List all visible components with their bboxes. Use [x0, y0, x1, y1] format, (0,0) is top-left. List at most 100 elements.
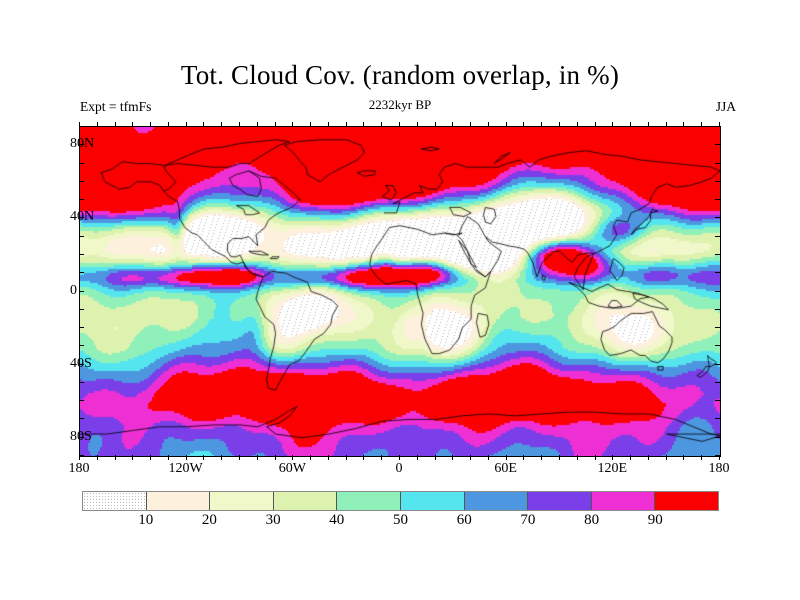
x-tick-top — [666, 122, 667, 127]
x-tick-bottom — [683, 455, 684, 460]
y-tick-right — [715, 236, 720, 237]
x-tick-bottom — [577, 455, 578, 460]
x-tick-top — [452, 122, 453, 127]
x-tick-bottom — [381, 455, 382, 460]
y-tick-left — [79, 327, 84, 328]
colorbar-tick-label: 90 — [647, 512, 663, 528]
x-tick-top — [506, 122, 507, 127]
y-tick-left — [79, 217, 84, 218]
x-axis-tick-label: 180 — [708, 461, 730, 476]
y-tick-right — [715, 400, 720, 401]
x-tick-bottom — [257, 455, 258, 460]
y-tick-left — [79, 272, 84, 273]
y-tick-left — [79, 181, 84, 182]
x-tick-bottom — [328, 455, 329, 460]
x-axis-tick-label: 120E — [597, 461, 628, 476]
x-tick-bottom — [150, 455, 151, 460]
y-tick-left — [79, 455, 84, 456]
x-tick-bottom — [595, 455, 596, 460]
y-tick-left — [79, 382, 84, 383]
x-tick-top — [97, 122, 98, 127]
x-tick-top — [417, 122, 418, 127]
x-tick-top — [310, 122, 311, 127]
x-tick-bottom — [132, 455, 133, 460]
x-tick-top — [683, 122, 684, 127]
y-tick-right — [715, 181, 720, 182]
map-plot-area — [79, 126, 721, 457]
x-tick-bottom — [612, 455, 613, 460]
x-tick-top — [435, 122, 436, 127]
y-axis-tick-label: 80N — [70, 136, 95, 152]
y-tick-right — [715, 327, 720, 328]
colorbar-tick-label: 50 — [393, 512, 408, 528]
y-tick-right — [715, 382, 720, 383]
x-tick-bottom — [417, 455, 418, 460]
x-tick-bottom — [275, 455, 276, 460]
x-tick-top — [381, 122, 382, 127]
colorbar-swatch — [83, 492, 147, 510]
x-tick-top — [221, 122, 222, 127]
x-tick-bottom — [488, 455, 489, 460]
colorbar-tick-label: 20 — [201, 512, 217, 528]
x-tick-top — [275, 122, 276, 127]
x-tick-bottom — [648, 455, 649, 460]
x-tick-top — [648, 122, 649, 127]
x-tick-bottom — [559, 455, 560, 460]
x-tick-top — [132, 122, 133, 127]
x-tick-bottom — [79, 455, 80, 460]
x-tick-top — [595, 122, 596, 127]
x-tick-top — [541, 122, 542, 127]
x-tick-bottom — [346, 455, 347, 460]
x-axis-tick-label: 0 — [395, 461, 403, 476]
colorbar-tick-label: 30 — [265, 512, 281, 528]
x-tick-bottom — [666, 455, 667, 460]
x-axis-tick-label: 180 — [68, 461, 90, 476]
x-tick-top — [292, 122, 293, 127]
x-tick-bottom — [186, 455, 187, 460]
colorbar-swatch — [210, 492, 274, 510]
y-tick-left — [79, 418, 84, 419]
x-tick-top — [701, 122, 702, 127]
colorbar-swatch — [400, 492, 465, 510]
time-label: 2232kyr BP — [368, 97, 432, 112]
y-axis-tick-label: 80S — [70, 428, 92, 444]
x-tick-bottom — [97, 455, 98, 460]
x-tick-top — [186, 122, 187, 127]
colorbar-swatch — [528, 492, 592, 510]
x-tick-top — [719, 122, 720, 127]
y-tick-right — [715, 163, 720, 164]
x-tick-top — [612, 122, 613, 127]
x-tick-top — [577, 122, 578, 127]
y-tick-left — [79, 291, 84, 292]
x-axis-tick-label: 60E — [494, 461, 517, 476]
x-tick-bottom — [310, 455, 311, 460]
x-tick-bottom — [630, 455, 631, 460]
colorbar-tick-label: 10 — [138, 512, 154, 528]
x-tick-bottom — [506, 455, 507, 460]
y-tick-left — [79, 437, 84, 438]
x-tick-bottom — [203, 455, 204, 460]
y-tick-right — [715, 291, 720, 292]
y-tick-left — [79, 126, 84, 127]
x-tick-bottom — [523, 455, 524, 460]
y-tick-right — [715, 272, 720, 273]
x-tick-top — [630, 122, 631, 127]
y-axis-tick-label: 0 — [70, 282, 77, 298]
x-tick-bottom — [363, 455, 364, 460]
colorbar-swatch — [146, 492, 211, 510]
colorbar — [82, 491, 719, 511]
x-tick-bottom — [435, 455, 436, 460]
x-tick-top — [257, 122, 258, 127]
colorbar-swatch — [273, 492, 338, 510]
y-tick-right — [715, 217, 720, 218]
cloud-cover-map — [80, 127, 720, 456]
x-tick-top — [488, 122, 489, 127]
x-tick-bottom — [719, 455, 720, 460]
y-axis-tick-label: 40S — [70, 355, 92, 371]
y-tick-right — [715, 437, 720, 438]
colorbar-tick-label: 80 — [584, 512, 600, 528]
y-tick-left — [79, 144, 84, 145]
x-tick-bottom — [292, 455, 293, 460]
x-tick-top — [523, 122, 524, 127]
